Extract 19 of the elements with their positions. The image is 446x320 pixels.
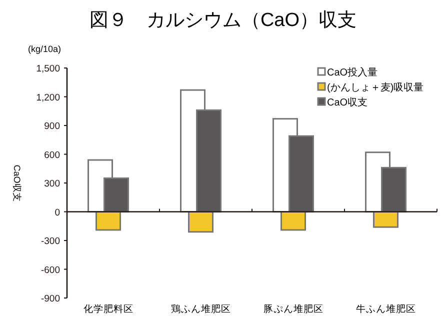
y-tick-label: 900 bbox=[44, 121, 60, 132]
y-tick-label: -900 bbox=[40, 294, 60, 304]
y-tick-label: 300 bbox=[44, 178, 60, 190]
x-tick-label: 豚ぷん堆肥区 bbox=[263, 303, 324, 315]
y-tick-label: 0 bbox=[54, 207, 60, 218]
text: (kg/10a) bbox=[28, 44, 62, 54]
legend-label: CaO投入量 bbox=[327, 66, 378, 78]
y-tick-label: 1,500 bbox=[36, 64, 60, 74]
legend-label: CaO収支 bbox=[327, 96, 368, 108]
y-tick-label: -600 bbox=[40, 264, 60, 276]
y-axis-title: CaO収支 bbox=[12, 164, 22, 202]
x-tick-label: 牛ふん堆肥区 bbox=[356, 303, 416, 315]
y-tick-label: 1,200 bbox=[36, 92, 60, 104]
chart-title: 図９ カルシウム（CaO）収支 bbox=[89, 10, 357, 31]
y-tick-label: 600 bbox=[44, 150, 60, 161]
x-tick-label: 鶏ふん堆肥区 bbox=[170, 303, 231, 315]
legend-label: (かんしょ＋麦)吸収量 bbox=[327, 82, 424, 94]
x-tick-label: 化学肥料区 bbox=[83, 303, 134, 315]
y-tick-label: -300 bbox=[40, 236, 60, 247]
